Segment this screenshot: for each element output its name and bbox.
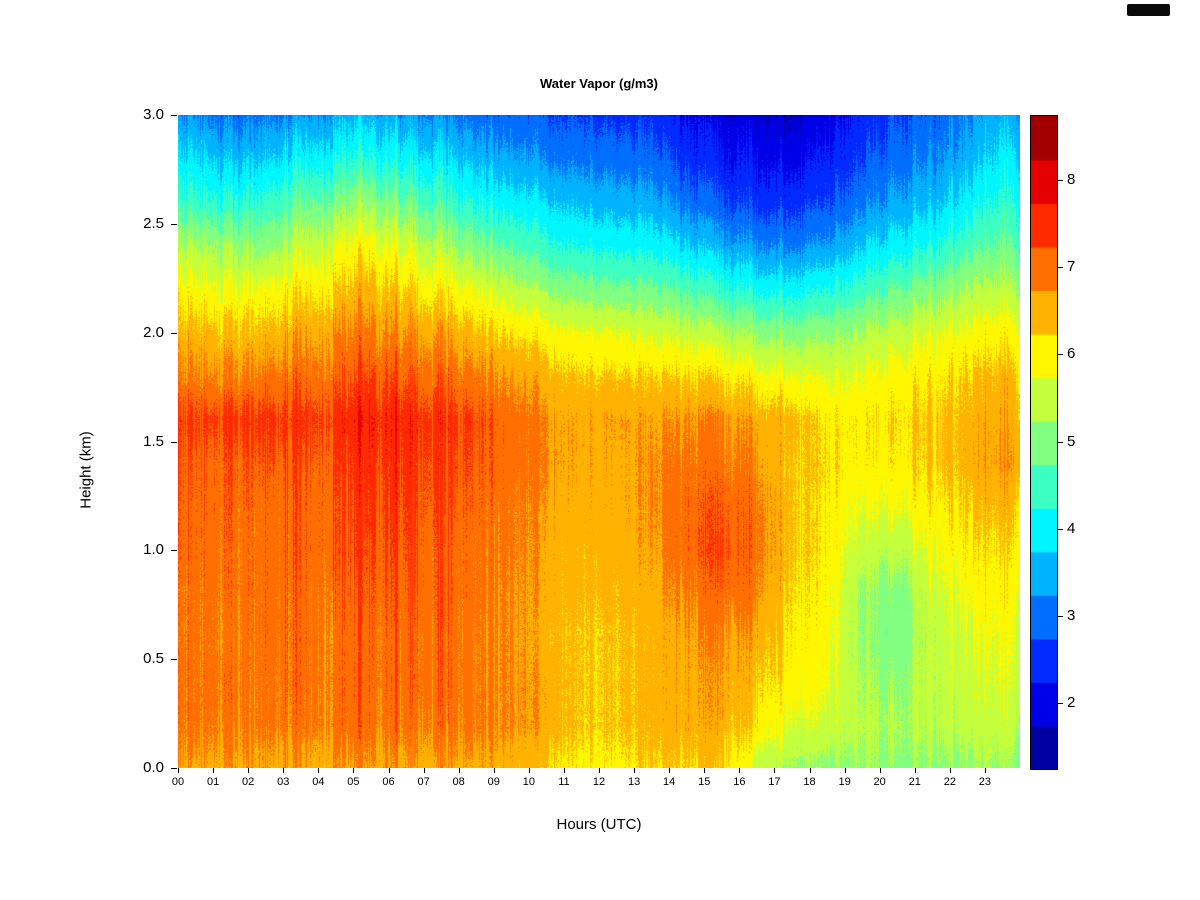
chart-title: Water Vapor (g/m3) xyxy=(540,76,658,91)
y-tick-label: 2.0 xyxy=(143,323,164,341)
x-tick-label: 11 xyxy=(558,776,570,788)
x-tick-mark xyxy=(669,768,671,773)
x-tick-label: 16 xyxy=(733,776,746,788)
colorbar-tick-label: 6 xyxy=(1067,345,1076,363)
x-tick-label: 17 xyxy=(768,776,781,788)
colorbar-tick-mark xyxy=(1058,441,1063,443)
x-tick-mark xyxy=(809,768,811,773)
x-tick-mark xyxy=(879,768,881,773)
x-tick-label: 02 xyxy=(242,776,255,788)
x-tick-mark xyxy=(458,768,460,773)
y-tick-mark xyxy=(171,768,177,769)
x-tick-label: 09 xyxy=(487,776,500,788)
y-tick-mark xyxy=(171,659,177,661)
x-tick-label: 23 xyxy=(978,776,992,788)
y-tick-label: 3.0 xyxy=(143,106,164,123)
colorbar xyxy=(1030,115,1058,770)
x-tick-label: 21 xyxy=(908,776,921,788)
x-tick-label: 06 xyxy=(382,776,395,788)
x-tick-mark xyxy=(914,768,916,773)
x-tick-label: 05 xyxy=(347,776,360,788)
x-tick-mark xyxy=(248,768,250,773)
x-tick-mark xyxy=(739,768,741,773)
y-tick-mark xyxy=(171,223,177,225)
colorbar-tick-label: 7 xyxy=(1067,258,1076,276)
y-tick-mark xyxy=(171,115,177,116)
heatmap-canvas xyxy=(178,115,1020,768)
x-tick-label: 13 xyxy=(627,776,641,788)
x-tick-label: 22 xyxy=(943,776,956,788)
x-axis-label: Hours (UTC) xyxy=(556,816,642,833)
x-tick-mark xyxy=(984,768,986,773)
y-tick-mark xyxy=(171,550,177,552)
x-tick-label: 19 xyxy=(838,776,851,788)
x-tick-label: 01 xyxy=(206,776,220,788)
colorbar-tick-label: 4 xyxy=(1067,519,1076,537)
x-tick-mark xyxy=(563,768,565,773)
screen-artifact xyxy=(1127,4,1170,16)
colorbar-tick-label: 8 xyxy=(1067,171,1076,189)
x-tick-mark xyxy=(353,768,355,773)
x-tick-label: 07 xyxy=(417,776,430,788)
x-tick-label: 15 xyxy=(698,776,711,788)
y-axis-label: Height (km) xyxy=(77,431,95,509)
x-tick-label: 18 xyxy=(803,776,816,788)
x-tick-label: 04 xyxy=(312,776,325,788)
y-tick-label: 0.5 xyxy=(143,650,164,668)
colorbar-tick-mark xyxy=(1058,528,1063,530)
x-tick-mark xyxy=(318,768,320,773)
x-tick-mark xyxy=(949,768,951,773)
y-tick-mark xyxy=(171,332,177,334)
y-tick-label: 1.5 xyxy=(143,432,164,450)
x-tick-mark xyxy=(634,768,636,773)
x-tick-label: 00 xyxy=(171,776,185,788)
x-tick-mark xyxy=(844,768,846,773)
x-tick-mark xyxy=(493,768,495,773)
colorbar-tick-label: 5 xyxy=(1067,432,1076,450)
x-tick-mark xyxy=(283,768,285,773)
x-tick-label: 14 xyxy=(663,776,676,788)
x-tick-mark xyxy=(774,768,776,773)
colorbar-tick-mark xyxy=(1058,180,1063,182)
colorbar-tick-mark xyxy=(1058,267,1063,269)
x-tick-mark xyxy=(178,768,179,773)
y-tick-label: 2.5 xyxy=(143,214,164,232)
x-tick-mark xyxy=(528,768,530,773)
colorbar-tick-label: 2 xyxy=(1067,693,1076,711)
x-tick-label: 03 xyxy=(277,776,290,788)
colorbar-tick-mark xyxy=(1058,354,1063,356)
x-tick-label: 12 xyxy=(592,776,606,788)
x-tick-label: 08 xyxy=(452,776,465,788)
colorbar-tick-label: 3 xyxy=(1067,606,1076,624)
x-tick-mark xyxy=(388,768,390,773)
colorbar-tick-mark xyxy=(1058,615,1063,617)
y-tick-mark xyxy=(171,441,177,443)
x-tick-label: 20 xyxy=(873,776,886,788)
colorbar-tick-mark xyxy=(1058,702,1063,704)
x-tick-mark xyxy=(599,768,600,773)
y-tick-label: 0.0 xyxy=(143,759,164,776)
x-tick-mark xyxy=(213,768,215,773)
x-tick-mark xyxy=(704,768,706,773)
x-tick-label: 10 xyxy=(522,776,535,788)
x-tick-mark xyxy=(423,768,425,773)
y-tick-label: 1.0 xyxy=(143,541,164,559)
